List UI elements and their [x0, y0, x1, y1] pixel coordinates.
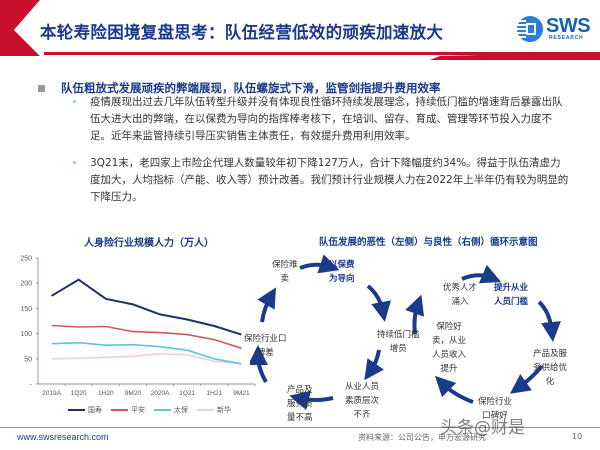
footer-divider [0, 427, 600, 428]
paragraph-2: 3Q21末，老四家上市险企代理人数量较年初下降127万人，合计下降幅度约34%。… [73, 155, 570, 206]
legend-swatch-icon [68, 409, 85, 411]
main-bullet: 队伍粗放式发展顽疾的弊端展现，队伍螺旋式下滑，监管剑指提升费用效率 [38, 80, 441, 96]
page-title: 本轮寿险困境复盘思考：队伍经营低效的顽疾加速放大 [40, 23, 444, 42]
x-tick-label: 2020A [151, 390, 170, 397]
sws-logo-icon [514, 16, 543, 42]
chart-title: 人身险行业规模人力（万人） [84, 238, 214, 249]
watermark: 头条@财是 [440, 418, 525, 438]
section-heading: 队伍粗放式发展顽疾的弊端展现，队伍螺旋式下滑，监管剑指提升费用效率 [61, 81, 441, 95]
legend-item: 平安 [111, 405, 145, 415]
sws-logo: SWS RESEARCH [513, 14, 593, 44]
legend-item: 新华 [197, 405, 231, 415]
vicious-cycle-node: 从业人员 素质层次 不齐 [345, 382, 380, 420]
series-line [51, 341, 242, 365]
paragraph-1: 疫情展现出过去几年队伍转型升级并没有体现良性循环持续发展理念，持续低门槛的增速背… [73, 94, 570, 145]
legend-item: 太保 [154, 405, 188, 415]
x-tick-label: 2019A [42, 390, 61, 397]
x-tick-label: 9M20 [125, 390, 142, 397]
legend-label: 平安 [131, 406, 145, 414]
virtuous-cycle-node: 提升从业 人员门槛 [494, 283, 529, 307]
legend-label: 新华 [217, 406, 231, 414]
x-tick-label: 1H21 [207, 390, 223, 397]
footer-url-link[interactable]: www.swsresearch.com [17, 432, 109, 442]
legend-label: 太保 [174, 406, 188, 414]
series-line [51, 352, 242, 365]
series-line [51, 278, 242, 336]
legend-label: 国寿 [88, 406, 102, 414]
x-tick-label: 1H20 [98, 390, 114, 397]
dot-bullet-icon [73, 161, 76, 164]
slide-header: 本轮寿险困境复盘思考：队伍经营低效的顽疾加速放大 SWS RESEARCH [0, 0, 600, 60]
y-tick-label: 50 [24, 356, 32, 363]
logo-subtext: RESEARCH [549, 35, 584, 41]
x-tick-label: 9M21 [233, 390, 250, 397]
paragraph-text: 3Q21末，老四家上市险企代理人数量较年初下降127万人，合计下降幅度约34%。… [90, 157, 569, 203]
y-tick-label: 200 [20, 281, 32, 288]
virtuous-cycle-node: 保险行业 口碑好 [478, 397, 513, 421]
series-line [51, 324, 242, 349]
page-number: 10 [572, 432, 583, 441]
line-chart: - 50 100 150 200 250 2019A 1Q20 1H20 9M20 2020A 1Q2… [20, 256, 256, 397]
vicious-cycle-node: 持续低门槛 增员 [377, 330, 420, 354]
vicious-cycle-node: 保险难卖 [272, 260, 298, 284]
y-tick-label: 100 [20, 331, 32, 338]
vicious-cycle-node: 保险行业口 碑差 [244, 334, 287, 358]
virtuous-cycle-node: 优秀人才 涌入 [443, 283, 478, 307]
logo-text: SWS [546, 15, 591, 37]
vicious-cycle-node: 以保费 为导向 [329, 260, 355, 284]
x-tick-label: 1Q21 [179, 390, 195, 397]
dot-bullet-icon [73, 100, 76, 103]
x-tick-label: 1Q20 [71, 390, 87, 397]
legend-swatch-icon [197, 409, 214, 411]
diagram-title: 队伍发展的恶性（左侧）与良性（右侧）循环示意图 [319, 237, 538, 248]
cycle-arrows [250, 254, 561, 411]
legend-item: 国寿 [68, 405, 102, 415]
y-tick-label: 250 [20, 256, 32, 263]
legend-swatch-icon [154, 409, 171, 411]
virtuous-cycle-node: 保险好 卖，从业 人员收入 提升 [432, 322, 467, 374]
chart-legend: 国寿 平安 太保 新华 [68, 405, 240, 415]
virtuous-cycle-node: 产品及服 务供给优化 [533, 349, 568, 387]
header-red-frame [0, 0, 600, 60]
source-note: 资料来源：公司公告，申万宏源研究 [358, 433, 486, 442]
square-bullet-icon [38, 84, 45, 92]
y-tick-label: - [30, 382, 33, 389]
y-tick-label: 150 [20, 306, 32, 313]
vicious-cycle-node: 产品及 服务质 量不高 [287, 385, 313, 423]
paragraph-text: 疫情展现出过去几年队伍转型升级并没有体现良性循环持续发展理念，持续低门槛的增速背… [90, 96, 563, 142]
legend-swatch-icon [111, 409, 128, 411]
